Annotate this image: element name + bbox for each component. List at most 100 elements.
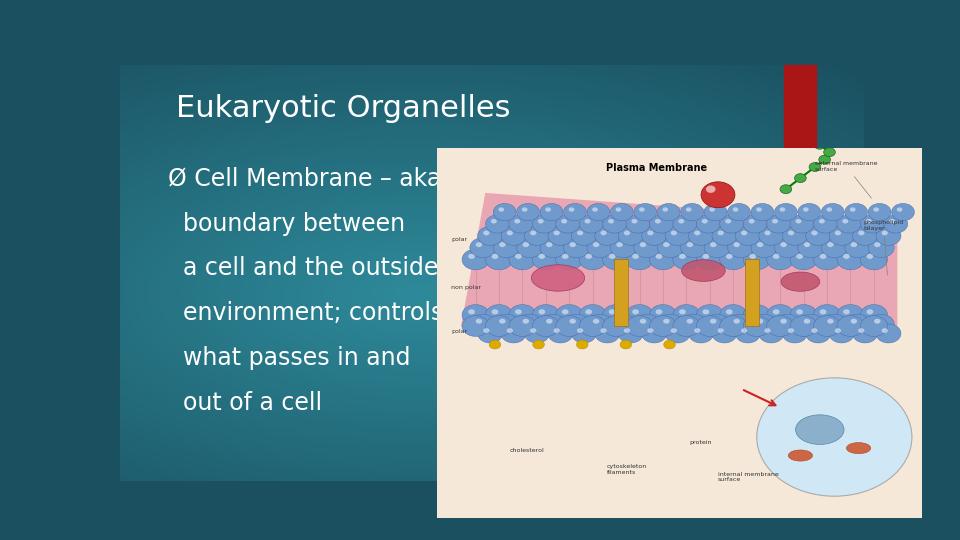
Circle shape bbox=[656, 309, 662, 314]
Circle shape bbox=[679, 219, 684, 224]
Circle shape bbox=[562, 254, 568, 259]
Circle shape bbox=[639, 319, 646, 323]
Circle shape bbox=[595, 324, 620, 343]
Circle shape bbox=[764, 231, 771, 235]
Circle shape bbox=[639, 242, 646, 247]
Circle shape bbox=[663, 242, 670, 247]
Circle shape bbox=[545, 207, 551, 212]
Circle shape bbox=[650, 249, 677, 270]
Circle shape bbox=[758, 226, 783, 245]
Circle shape bbox=[782, 226, 807, 245]
Text: cholesterol: cholesterol bbox=[510, 448, 544, 453]
Circle shape bbox=[490, 340, 501, 349]
Circle shape bbox=[626, 215, 650, 233]
Circle shape bbox=[462, 249, 490, 270]
Circle shape bbox=[483, 231, 490, 235]
Circle shape bbox=[501, 226, 526, 245]
Circle shape bbox=[516, 204, 540, 221]
Circle shape bbox=[756, 207, 762, 212]
Circle shape bbox=[837, 249, 864, 270]
Circle shape bbox=[720, 249, 747, 270]
Circle shape bbox=[775, 314, 801, 334]
Circle shape bbox=[611, 314, 636, 334]
Circle shape bbox=[509, 305, 536, 325]
Circle shape bbox=[814, 140, 826, 149]
Circle shape bbox=[493, 204, 516, 221]
Ellipse shape bbox=[682, 260, 725, 281]
Circle shape bbox=[586, 254, 592, 259]
Circle shape bbox=[476, 319, 482, 323]
Circle shape bbox=[811, 231, 818, 235]
Circle shape bbox=[650, 316, 677, 336]
Circle shape bbox=[626, 316, 653, 336]
Circle shape bbox=[813, 215, 837, 233]
Circle shape bbox=[696, 316, 724, 336]
Circle shape bbox=[546, 242, 553, 247]
Circle shape bbox=[860, 215, 884, 233]
Circle shape bbox=[564, 238, 589, 258]
Circle shape bbox=[694, 328, 701, 333]
Circle shape bbox=[478, 324, 503, 343]
Circle shape bbox=[756, 242, 763, 247]
Circle shape bbox=[634, 314, 660, 334]
Circle shape bbox=[743, 215, 767, 233]
Circle shape bbox=[773, 254, 780, 259]
Circle shape bbox=[819, 219, 825, 224]
Circle shape bbox=[499, 319, 506, 323]
Circle shape bbox=[603, 249, 630, 270]
Circle shape bbox=[874, 242, 880, 247]
Circle shape bbox=[624, 328, 630, 333]
Circle shape bbox=[600, 328, 607, 333]
Circle shape bbox=[780, 242, 787, 247]
Circle shape bbox=[820, 309, 827, 314]
Circle shape bbox=[822, 238, 848, 258]
Circle shape bbox=[665, 324, 690, 343]
Circle shape bbox=[835, 328, 841, 333]
Circle shape bbox=[571, 226, 596, 245]
Circle shape bbox=[468, 254, 475, 259]
Circle shape bbox=[852, 324, 877, 343]
Text: phospholipid
bilayer: phospholipid bilayer bbox=[863, 220, 903, 275]
Circle shape bbox=[685, 207, 691, 212]
Circle shape bbox=[775, 204, 797, 221]
Circle shape bbox=[492, 309, 498, 314]
Circle shape bbox=[845, 238, 871, 258]
Circle shape bbox=[587, 314, 613, 334]
Circle shape bbox=[837, 305, 864, 325]
Bar bbox=[459, 179, 834, 464]
Circle shape bbox=[554, 328, 560, 333]
Circle shape bbox=[796, 254, 803, 259]
Circle shape bbox=[881, 328, 888, 333]
Circle shape bbox=[751, 314, 777, 334]
Circle shape bbox=[681, 314, 707, 334]
Circle shape bbox=[539, 254, 545, 259]
Circle shape bbox=[650, 215, 673, 233]
Circle shape bbox=[491, 219, 497, 224]
Circle shape bbox=[703, 254, 709, 259]
Circle shape bbox=[726, 309, 732, 314]
Circle shape bbox=[493, 314, 519, 334]
Circle shape bbox=[805, 324, 830, 343]
Text: Plasma Membrane: Plasma Membrane bbox=[607, 163, 708, 173]
Circle shape bbox=[632, 309, 639, 314]
Circle shape bbox=[696, 305, 724, 325]
Circle shape bbox=[576, 340, 588, 349]
Circle shape bbox=[532, 316, 560, 336]
Circle shape bbox=[756, 319, 763, 323]
Circle shape bbox=[679, 254, 685, 259]
Circle shape bbox=[712, 324, 737, 343]
Circle shape bbox=[603, 316, 630, 336]
Circle shape bbox=[595, 226, 620, 245]
Circle shape bbox=[603, 305, 630, 325]
Circle shape bbox=[845, 204, 868, 221]
Circle shape bbox=[486, 305, 513, 325]
Circle shape bbox=[507, 328, 513, 333]
Circle shape bbox=[548, 226, 573, 245]
Circle shape bbox=[618, 226, 643, 245]
Circle shape bbox=[773, 309, 780, 314]
Bar bbox=[784, 65, 816, 168]
Text: external membrane
surface: external membrane surface bbox=[815, 161, 877, 198]
Circle shape bbox=[586, 309, 592, 314]
Circle shape bbox=[733, 319, 740, 323]
Circle shape bbox=[624, 231, 630, 235]
